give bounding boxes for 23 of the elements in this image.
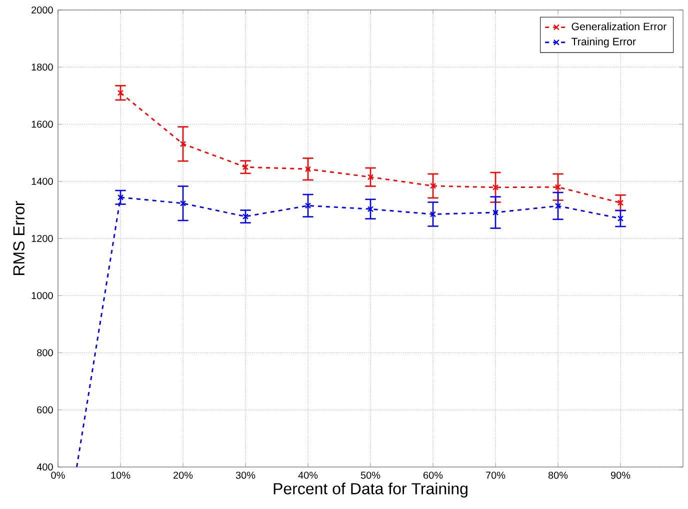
x-axis-title: Percent of Data for Training (274, 482, 468, 498)
x-tick-label: 30% (236, 472, 256, 479)
y-tick-label: 400 (36, 463, 53, 471)
y-tick-label: 1800 (32, 64, 53, 71)
x-tick-label: 60% (424, 472, 443, 479)
y-tick-label: 600 (37, 406, 53, 414)
y-tick-label: 1000 (32, 292, 53, 300)
y-tick-label: 1200 (32, 234, 53, 242)
x-tick-label: 70% (486, 472, 506, 479)
x-tick-label: 90% (610, 472, 630, 479)
y-tick-label: 1600 (32, 120, 53, 128)
legend-label: Generalization Error (572, 22, 666, 30)
y-tick-label: 800 (37, 349, 53, 356)
x-tick-label: 40% (298, 472, 318, 479)
x-tick-label: 10% (111, 472, 130, 479)
x-tick-label: 80% (548, 472, 568, 479)
x-tick-label: 0% (51, 472, 65, 479)
y-axis-title: RMS Error (13, 200, 25, 275)
x-tick-label: 50% (360, 472, 380, 479)
x-tick-label: 20% (174, 472, 193, 479)
legend-label: Training Error (571, 38, 636, 48)
y-tick-label: 1400 (32, 178, 53, 185)
y-tick-label: 2000 (32, 6, 53, 14)
